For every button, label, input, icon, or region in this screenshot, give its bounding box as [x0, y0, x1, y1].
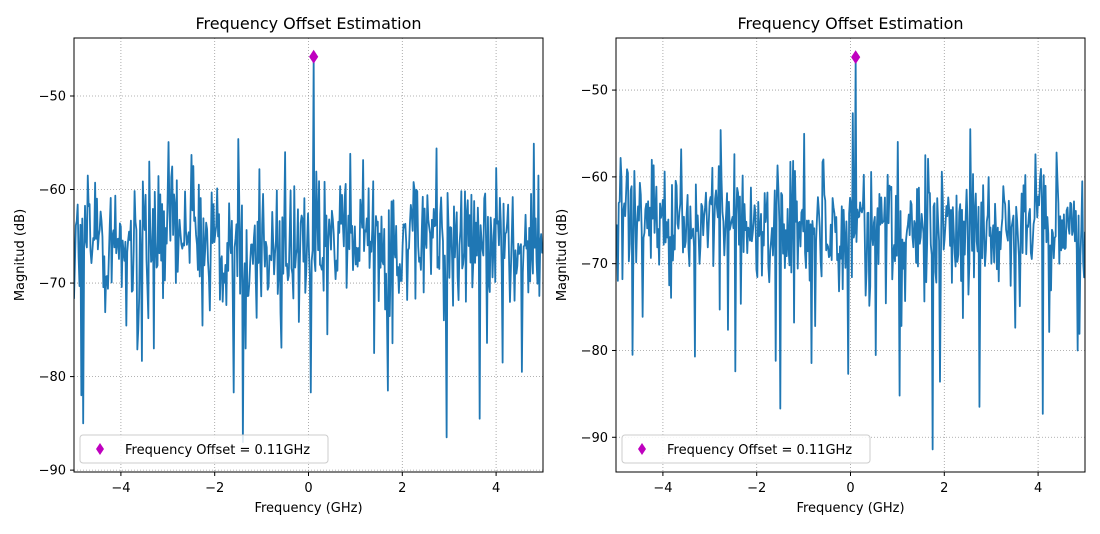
x-tick-label: 2	[398, 481, 406, 496]
legend: Frequency Offset = 0.11GHz	[79, 434, 329, 464]
y-tick-label: −90	[39, 464, 66, 479]
y-tick-label: −80	[39, 370, 66, 385]
y-tick-label: −50	[581, 84, 608, 99]
chart-title: Frequency Offset Estimation	[737, 14, 963, 33]
y-tick-label: −60	[581, 170, 608, 185]
series-line	[616, 56, 1085, 451]
y-tick-label: −80	[581, 344, 608, 359]
x-tick-label: −2	[205, 481, 224, 496]
x-axis-label: Frequency (GHz)	[254, 501, 362, 516]
peak-marker	[309, 49, 319, 64]
y-tick-label: −70	[39, 277, 66, 292]
x-tick-label: −4	[653, 481, 672, 496]
legend-box	[79, 434, 329, 464]
y-tick-label: −60	[39, 183, 66, 198]
y-axis-label: Magnitud (dB)	[555, 209, 570, 301]
legend-marker-icon	[96, 443, 104, 455]
legend-label: Frequency Offset = 0.11GHz	[125, 443, 310, 458]
legend: Frequency Offset = 0.11GHz	[621, 434, 871, 464]
y-tick-label: −70	[581, 257, 608, 272]
chart-right: −4 −2 0 2 4 −90 −80 −70 −60 −50 Frequency Offset E…	[555, 14, 1086, 516]
y-tick-label: −50	[39, 89, 66, 104]
x-tick-label: 2	[940, 481, 948, 496]
x-tick-label: 0	[304, 481, 312, 496]
legend-marker-icon	[638, 443, 646, 455]
peak-marker	[851, 50, 861, 64]
x-tick-label: 0	[846, 481, 854, 496]
x-tick-label: −4	[111, 481, 130, 496]
x-tick-label: −2	[747, 481, 766, 496]
chart-title: Frequency Offset Estimation	[195, 14, 421, 33]
y-tick-label: −90	[581, 431, 608, 446]
x-tick-label: 4	[492, 481, 500, 496]
x-tick-label: 4	[1034, 481, 1042, 496]
legend-box	[621, 434, 871, 464]
legend-label: Frequency Offset = 0.11GHz	[667, 443, 852, 458]
x-axis-label: Frequency (GHz)	[796, 501, 904, 516]
chart-left: −4 −2 0 2 4 −90 −80 −70 −60 −50 Frequency Offset E…	[13, 14, 544, 516]
series-line	[74, 55, 543, 443]
y-axis-label: Magnitud (dB)	[13, 209, 28, 301]
